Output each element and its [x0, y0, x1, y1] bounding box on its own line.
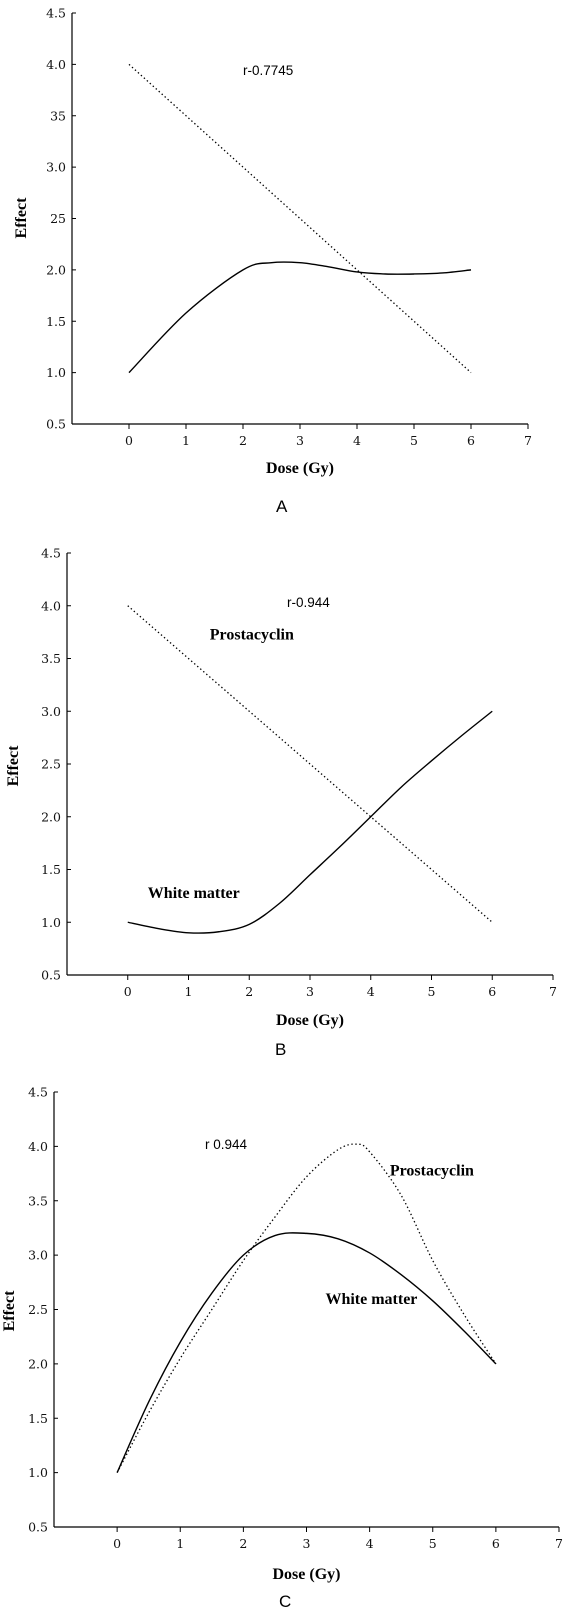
y-tick-label: 0.5 — [46, 417, 66, 432]
x-tick-label: 2 — [245, 984, 253, 999]
y-tick-label: 0.5 — [28, 1520, 48, 1535]
x-tick-label: 3 — [306, 984, 314, 999]
y-tick-label: 4.0 — [46, 57, 66, 72]
series-line-dotted — [127, 605, 493, 923]
x-tick-label: 0 — [125, 433, 133, 448]
chart-panel-a: 0.5 1.0 1.5 2.0 25 3.0 35 4.0 4.5 0 1 2 3 4 5 6 7 Effect D… — [0, 0, 582, 520]
y-tick-label: 4.5 — [41, 546, 61, 561]
y-tick-label: 0.5 — [41, 968, 61, 983]
x-tick-label: 6 — [467, 433, 475, 448]
x-tick-label: 5 — [410, 433, 418, 448]
panel-label-c: C — [279, 1592, 292, 1611]
x-tick-label: 6 — [492, 1536, 500, 1551]
y-tick-label: 1.5 — [41, 862, 61, 877]
series-line-solid — [127, 710, 493, 934]
series-line-solid — [116, 1232, 497, 1473]
x-tick-label: 2 — [239, 433, 247, 448]
y-tick-label: 2.0 — [28, 1356, 48, 1371]
panel-label-b: B — [275, 1040, 287, 1059]
y-tick-label: 3.5 — [28, 1193, 48, 1208]
y-tick-label: 1.5 — [46, 314, 66, 329]
series-line-dotted — [116, 1143, 497, 1473]
x-axis-label: Dose (Gy) — [273, 1566, 341, 1583]
y-tick-label: 3.5 — [41, 651, 61, 666]
x-tick-label: 0 — [113, 1536, 121, 1551]
chart-b-svg: 0.5 1.0 1.5 2.0 2.5 3.0 3.5 4.0 4.5 0 1 2 3 4 5 6 7 Effec… — [5, 546, 557, 1030]
correlation-annotation: r-0.944 — [287, 595, 330, 610]
x-tick-label: 4 — [353, 433, 361, 448]
chart-panel-b: 0.5 1.0 1.5 2.0 2.5 3.0 3.5 4.0 4.5 0 1 2 3 4 5 6 7 Effec… — [0, 540, 582, 1065]
chart-c-svg: 0.5 1.0 1.5 2.0 2.5 3.0 3.5 4.0 4.5 0 1 2 3 4 5 6 7 Effec… — [1, 1085, 563, 1584]
y-axis-label: Effect — [1, 1290, 18, 1332]
series-line-dotted — [128, 63, 472, 374]
x-tick-label: 5 — [428, 984, 436, 999]
y-tick-label: 1.0 — [28, 1465, 48, 1480]
chart-a-svg: 0.5 1.0 1.5 2.0 25 3.0 35 4.0 4.5 0 1 2 3 4 5 6 7 Effect D… — [13, 6, 532, 478]
series-label: White matter — [325, 1291, 417, 1308]
y-tick-label: 2.0 — [46, 262, 66, 277]
x-tick-label: 4 — [366, 1536, 374, 1551]
y-tick-label: 2.0 — [41, 809, 61, 824]
y-tick-label: 4.0 — [41, 598, 61, 613]
chart-panel-c: 0.5 1.0 1.5 2.0 2.5 3.0 3.5 4.0 4.5 0 1 2 3 4 5 6 7 Effec… — [0, 1075, 582, 1615]
panel-label-a: A — [276, 497, 288, 516]
x-tick-label: 0 — [124, 984, 132, 999]
y-tick-label: 3.0 — [41, 704, 61, 719]
correlation-annotation: r 0.944 — [205, 1137, 248, 1152]
y-tick-label: 4.5 — [46, 6, 66, 21]
x-tick-label: 1 — [176, 1536, 184, 1551]
x-tick-label: 6 — [488, 984, 496, 999]
x-tick-label: 1 — [182, 433, 190, 448]
series-label: Prostacyclin — [390, 1163, 474, 1180]
correlation-annotation: r-0.7745 — [243, 63, 293, 78]
x-tick-label: 5 — [429, 1536, 437, 1551]
x-tick-label: 3 — [303, 1536, 311, 1551]
x-tick-label: 7 — [555, 1536, 563, 1551]
y-tick-label: 1.5 — [28, 1411, 48, 1426]
y-tick-label: 3.0 — [46, 160, 66, 175]
y-axis-label: Effect — [5, 745, 22, 787]
x-axis-label: Dose (Gy) — [266, 460, 334, 477]
series-label: White matter — [148, 885, 240, 902]
series-line-solid — [128, 261, 472, 374]
y-tick-label: 1.0 — [41, 915, 61, 930]
y-axis-label: Effect — [13, 197, 30, 239]
y-tick-label: 4.5 — [28, 1085, 48, 1100]
y-tick-label: 3.0 — [28, 1248, 48, 1263]
x-tick-label: 7 — [524, 433, 532, 448]
x-tick-label: 4 — [367, 984, 375, 999]
x-tick-label: 1 — [185, 984, 193, 999]
x-axis-label: Dose (Gy) — [276, 1012, 344, 1029]
x-tick-label: 3 — [296, 433, 304, 448]
y-tick-label: 2.5 — [41, 757, 61, 772]
y-tick-label: 2.5 — [28, 1302, 48, 1317]
y-tick-label: 35 — [50, 108, 66, 123]
y-tick-label: 25 — [50, 211, 66, 226]
y-tick-label: 4.0 — [28, 1139, 48, 1154]
y-tick-label: 1.0 — [46, 365, 66, 380]
x-tick-label: 7 — [549, 984, 557, 999]
series-label: Prostacyclin — [210, 627, 294, 644]
x-tick-label: 2 — [239, 1536, 247, 1551]
